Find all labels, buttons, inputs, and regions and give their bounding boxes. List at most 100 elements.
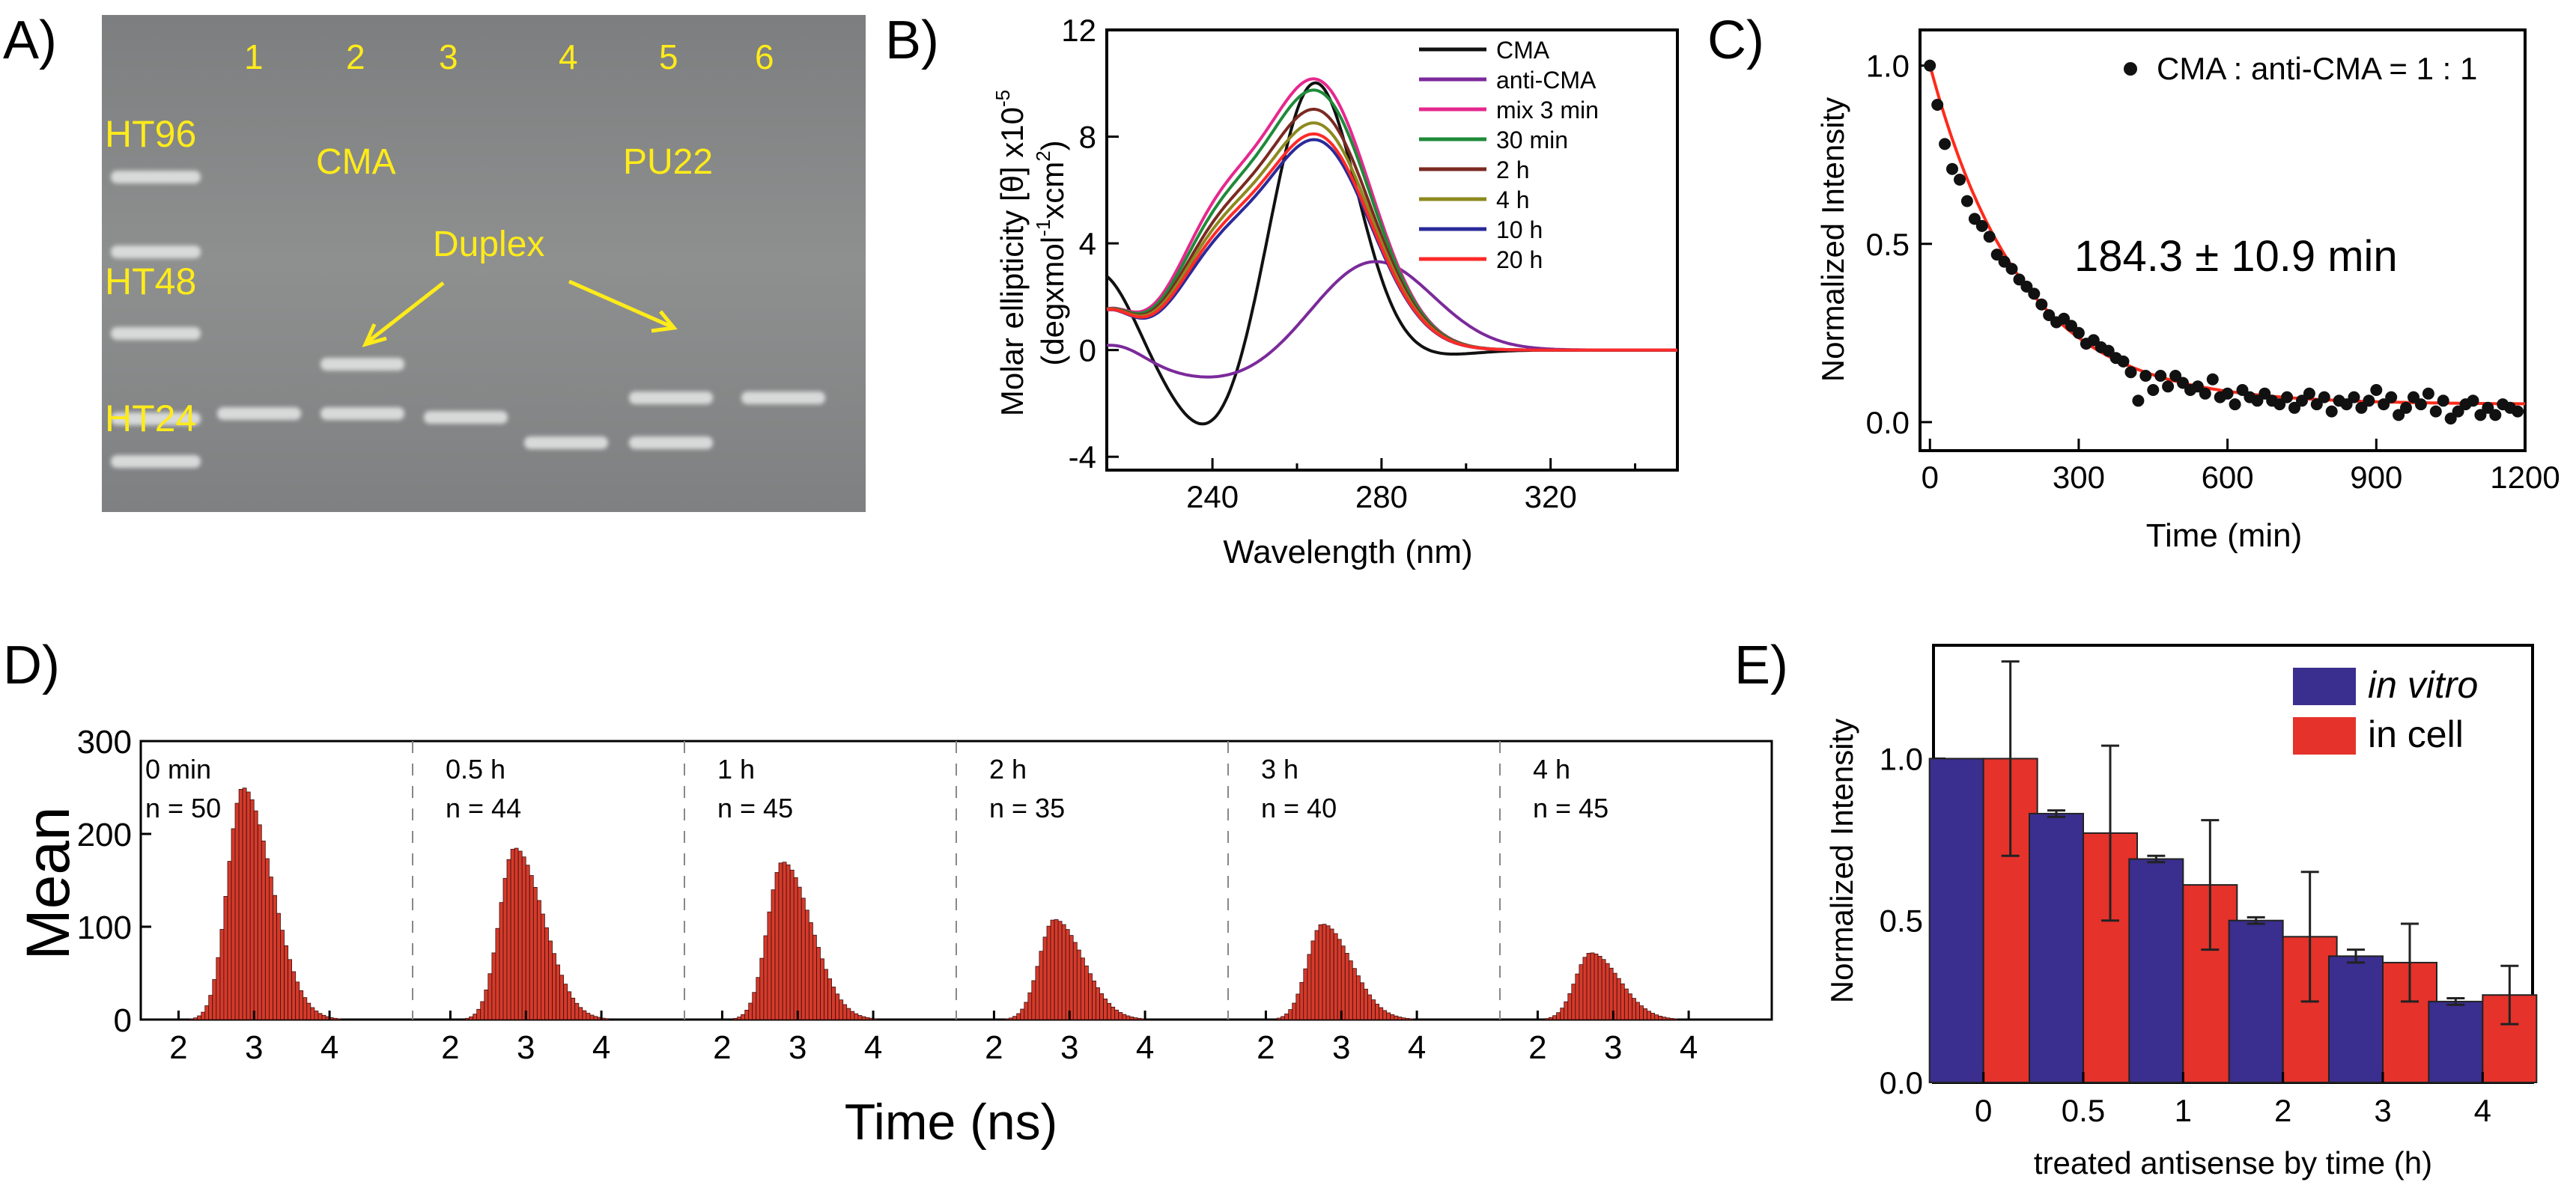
histogram-bar bbox=[559, 975, 564, 1020]
plot-frame bbox=[1919, 28, 2527, 452]
histogram-bar bbox=[1571, 984, 1576, 1020]
histogram-bar bbox=[544, 927, 549, 1020]
histogram-bar bbox=[1340, 945, 1346, 1020]
histogram-bar bbox=[571, 997, 576, 1020]
histogram-bar bbox=[586, 1013, 591, 1020]
data-point bbox=[2229, 398, 2241, 411]
histogram-bar bbox=[321, 1014, 326, 1020]
x-tick-label: 600 bbox=[2202, 460, 2254, 495]
marker-label: HT24 bbox=[105, 397, 196, 439]
lane-number: 6 bbox=[755, 37, 774, 76]
data-point bbox=[2251, 395, 2264, 407]
histogram-bar bbox=[1107, 1002, 1112, 1020]
histogram-bar bbox=[1379, 1007, 1384, 1020]
data-point bbox=[2512, 405, 2524, 418]
histogram-bar bbox=[299, 990, 304, 1020]
histogram-bar bbox=[850, 1011, 855, 1020]
segment-n-label: n = 45 bbox=[1533, 793, 1609, 823]
histogram-bar bbox=[1314, 930, 1319, 1020]
histogram-bar bbox=[556, 964, 560, 1020]
histogram-bar bbox=[242, 788, 247, 1020]
legend-marker bbox=[2124, 62, 2137, 76]
histogram-bar bbox=[314, 1011, 319, 1020]
histogram-bar bbox=[1616, 978, 1621, 1020]
x-tick-label: 2 bbox=[169, 1029, 187, 1066]
data-point bbox=[2348, 391, 2360, 403]
y-axis-label: Normalized Intensity bbox=[1824, 719, 1859, 1003]
data-point bbox=[2467, 395, 2479, 407]
legend-label: 20 h bbox=[1496, 246, 1543, 273]
data-point bbox=[2318, 391, 2330, 403]
cma-label: CMA bbox=[316, 142, 396, 182]
data-point bbox=[2087, 334, 2100, 347]
segment-n-label: n = 40 bbox=[1261, 793, 1337, 823]
data-point bbox=[2162, 380, 2175, 393]
histogram-bar bbox=[1307, 954, 1312, 1020]
histogram-bar bbox=[1394, 1015, 1399, 1020]
x-tick-label: 900 bbox=[2350, 460, 2402, 495]
histogram-bar bbox=[1303, 968, 1308, 1020]
histogram-bar bbox=[1643, 1008, 1648, 1020]
x-tick-label: 0 bbox=[1922, 460, 1939, 495]
histogram-bar bbox=[1567, 993, 1573, 1020]
histogram-bar bbox=[1096, 987, 1100, 1020]
x-tick-label: 2 bbox=[713, 1029, 731, 1066]
x-axis-label: Wavelength (nm) bbox=[1223, 534, 1472, 570]
x-tick-label: 1 bbox=[2175, 1093, 2192, 1128]
y-axis-label: Normalized Intensity bbox=[1815, 97, 1850, 382]
data-point bbox=[2310, 398, 2323, 411]
data-point bbox=[2043, 309, 2056, 321]
histogram-bar bbox=[1129, 1017, 1134, 1020]
data-point bbox=[2020, 280, 2033, 293]
histogram-bar bbox=[1352, 968, 1357, 1020]
data-point bbox=[2414, 398, 2427, 411]
histogram-bar bbox=[827, 978, 832, 1020]
histogram-bar bbox=[839, 999, 844, 1020]
x-tick-label: 4 bbox=[592, 1029, 610, 1066]
data-point bbox=[2154, 370, 2167, 382]
data-point bbox=[2355, 401, 2368, 414]
x-tick-label: 4 bbox=[2474, 1093, 2491, 1128]
histogram-bar bbox=[842, 1004, 848, 1020]
data-point bbox=[2169, 370, 2182, 382]
data-point bbox=[2385, 391, 2398, 403]
data-point bbox=[2147, 384, 2160, 396]
bar-in-vitro bbox=[1928, 758, 1984, 1084]
histogram-bar bbox=[835, 993, 840, 1020]
histogram-bar bbox=[1031, 980, 1036, 1020]
histogram-bar bbox=[291, 971, 297, 1020]
histogram-bar bbox=[1288, 1009, 1293, 1020]
histogram-bar bbox=[1632, 998, 1636, 1020]
y-tick-label: 1.0 bbox=[1866, 49, 1910, 84]
histogram-bar bbox=[1076, 949, 1081, 1020]
histogram-bar bbox=[284, 945, 289, 1020]
histogram-bar bbox=[1658, 1016, 1663, 1020]
histogram-bar bbox=[193, 1017, 198, 1020]
y-axis-label: Molar ellipticity [θ] x10-5 bbox=[991, 90, 1030, 416]
y-tick-label: 8 bbox=[1079, 120, 1096, 155]
histogram-bar bbox=[510, 849, 515, 1020]
series-line bbox=[1106, 132, 1677, 352]
histogram-bar bbox=[1310, 940, 1316, 1020]
data-point bbox=[2035, 298, 2048, 311]
y-tick-label: 0.5 bbox=[1880, 904, 1923, 939]
x-tick-label: 280 bbox=[1355, 479, 1408, 514]
histogram-bar bbox=[1575, 973, 1580, 1020]
histogram-bar bbox=[1069, 935, 1074, 1020]
x-tick-label: 2 bbox=[985, 1029, 1003, 1066]
histogram-bar bbox=[231, 828, 236, 1020]
y-tick-label: 300 bbox=[77, 724, 132, 761]
histogram-bar bbox=[197, 1015, 202, 1020]
data-point bbox=[1946, 162, 1958, 175]
histogram-bar bbox=[1295, 993, 1301, 1020]
histogram-bar bbox=[741, 1014, 745, 1020]
x-tick-label: 3 bbox=[1332, 1029, 1350, 1066]
histogram-bar bbox=[1122, 1014, 1127, 1020]
data-point bbox=[2072, 326, 2085, 339]
histogram-bar bbox=[574, 1002, 580, 1020]
histogram-bar bbox=[1054, 919, 1059, 1020]
lane6-band bbox=[741, 392, 825, 404]
histogram-bar bbox=[1560, 1008, 1565, 1020]
ladder-band bbox=[111, 412, 201, 425]
